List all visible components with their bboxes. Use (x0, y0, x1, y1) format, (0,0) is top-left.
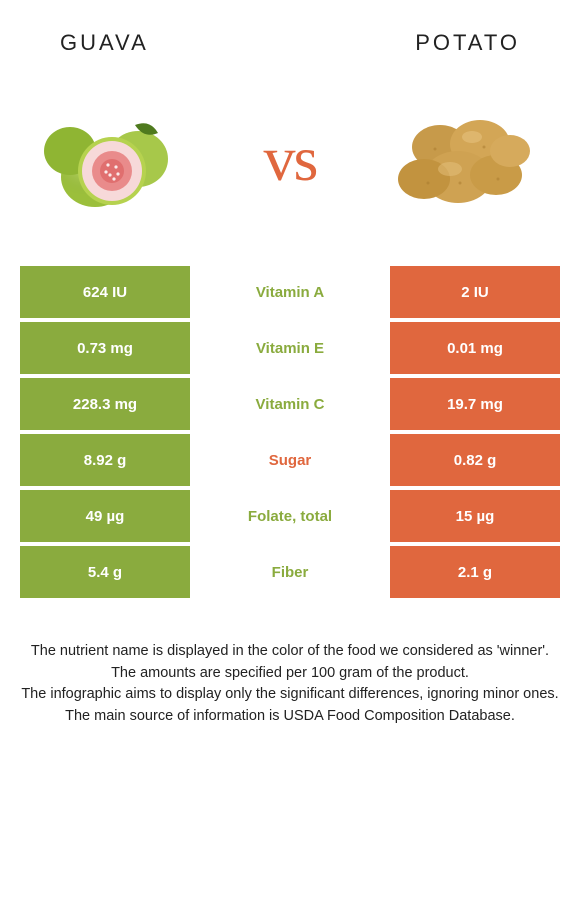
left-value: 49 µg (20, 490, 190, 542)
nutrient-row: 228.3 mgVitamin C19.7 mg (20, 378, 560, 430)
nutrient-row: 49 µgFolate, total15 µg (20, 490, 560, 542)
right-food-title: POTATO (415, 30, 520, 56)
right-value: 0.82 g (390, 434, 560, 486)
left-value: 228.3 mg (20, 378, 190, 430)
left-food-title: GUAVA (60, 30, 149, 56)
nutrient-row: 624 IUVitamin A2 IU (20, 266, 560, 318)
right-value: 2 IU (390, 266, 560, 318)
nutrient-row: 8.92 gSugar0.82 g (20, 434, 560, 486)
nutrient-table: 624 IUVitamin A2 IU0.73 mgVitamin E0.01 … (20, 266, 560, 598)
right-value: 15 µg (390, 490, 560, 542)
footnote-line: The infographic aims to display only the… (20, 685, 560, 705)
hero-row: vs (0, 66, 580, 266)
left-value: 0.73 mg (20, 322, 190, 374)
guava-image (40, 89, 200, 229)
footnote-line: The main source of information is USDA F… (20, 707, 560, 727)
left-value: 8.92 g (20, 434, 190, 486)
left-value: 5.4 g (20, 546, 190, 598)
nutrient-name: Vitamin E (190, 322, 390, 374)
right-value: 19.7 mg (390, 378, 560, 430)
vs-label: vs (264, 122, 317, 196)
right-value: 0.01 mg (390, 322, 560, 374)
potato-image (380, 89, 540, 229)
footnote-line: The nutrient name is displayed in the co… (20, 642, 560, 662)
left-value: 624 IU (20, 266, 190, 318)
nutrient-name: Fiber (190, 546, 390, 598)
nutrient-name: Folate, total (190, 490, 390, 542)
footnote-line: The amounts are specified per 100 gram o… (20, 664, 560, 684)
nutrient-row: 5.4 gFiber2.1 g (20, 546, 560, 598)
footnotes: The nutrient name is displayed in the co… (0, 602, 580, 726)
nutrient-name: Vitamin A (190, 266, 390, 318)
nutrient-name: Sugar (190, 434, 390, 486)
right-value: 2.1 g (390, 546, 560, 598)
nutrient-row: 0.73 mgVitamin E0.01 mg (20, 322, 560, 374)
nutrient-name: Vitamin C (190, 378, 390, 430)
header: GUAVA POTATO (0, 0, 580, 66)
